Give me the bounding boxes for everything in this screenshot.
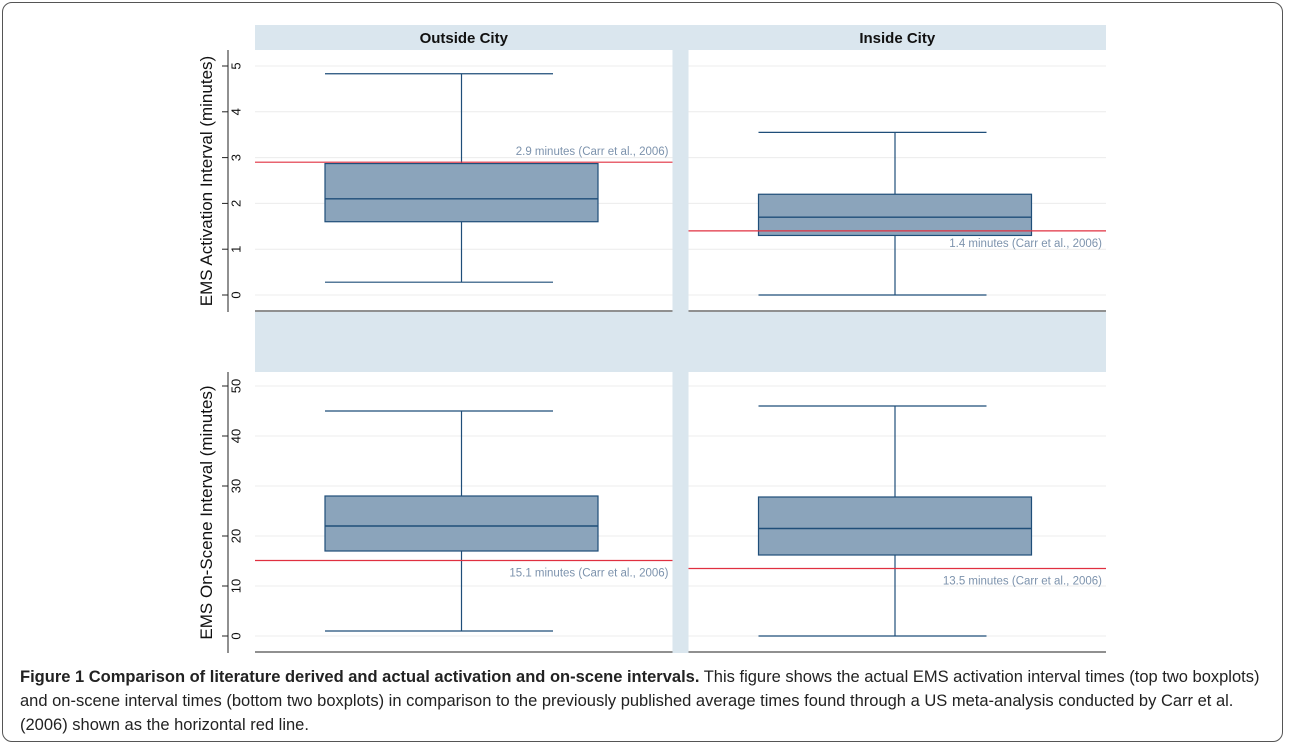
- y-tick-label-1-0: 0: [228, 632, 243, 639]
- box-0-1: [757, 193, 1033, 237]
- y-tick-label-1-3: 30: [228, 479, 243, 493]
- caption-body: This figure shows the actual EMS activat…: [20, 668, 1260, 734]
- reference-label-0-1: 1.4 minutes (Carr et al., 2006): [949, 238, 1102, 250]
- y-tick-label-1-5: 50: [228, 379, 243, 393]
- figure-caption: Figure 1 Comparison of literature derive…: [20, 665, 1270, 737]
- y-tick-label-0-3: 3: [228, 154, 243, 161]
- y-tick-label-0-4: 4: [228, 108, 243, 115]
- caption-title: Figure 1 Comparison of literature derive…: [20, 668, 700, 686]
- panel-bg-0-1: [688, 50, 1106, 312]
- column-header-0: Outside City: [420, 30, 509, 47]
- box-1-1: [757, 496, 1033, 556]
- box-1-0: [324, 495, 599, 552]
- y-tick-label-0-1: 1: [228, 246, 243, 253]
- y-tick-label-0-0: 0: [228, 291, 243, 298]
- box-0-0: [324, 162, 599, 223]
- boxplot-figure: Outside City Inside City EMS Activation In…: [197, 25, 1106, 653]
- y-tick-label-0-5: 5: [228, 62, 243, 69]
- y-axis-label-1: EMS On-Scene Interval (minutes): [197, 385, 216, 639]
- reference-label-1-0: 15.1 minutes (Carr et al., 2006): [509, 568, 668, 580]
- reference-label-1-1: 13.5 minutes (Carr et al., 2006): [943, 576, 1102, 588]
- reference-label-0-0: 2.9 minutes (Carr et al., 2006): [516, 146, 669, 158]
- column-header-1: Inside City: [859, 30, 936, 47]
- y-tick-label-1-4: 40: [228, 429, 243, 443]
- y-tick-label-1-2: 20: [228, 529, 243, 543]
- y-tick-label-1-1: 10: [228, 579, 243, 593]
- y-tick-label-0-2: 2: [228, 200, 243, 207]
- y-axis-label-0: EMS Activation Interval (minutes): [197, 56, 216, 306]
